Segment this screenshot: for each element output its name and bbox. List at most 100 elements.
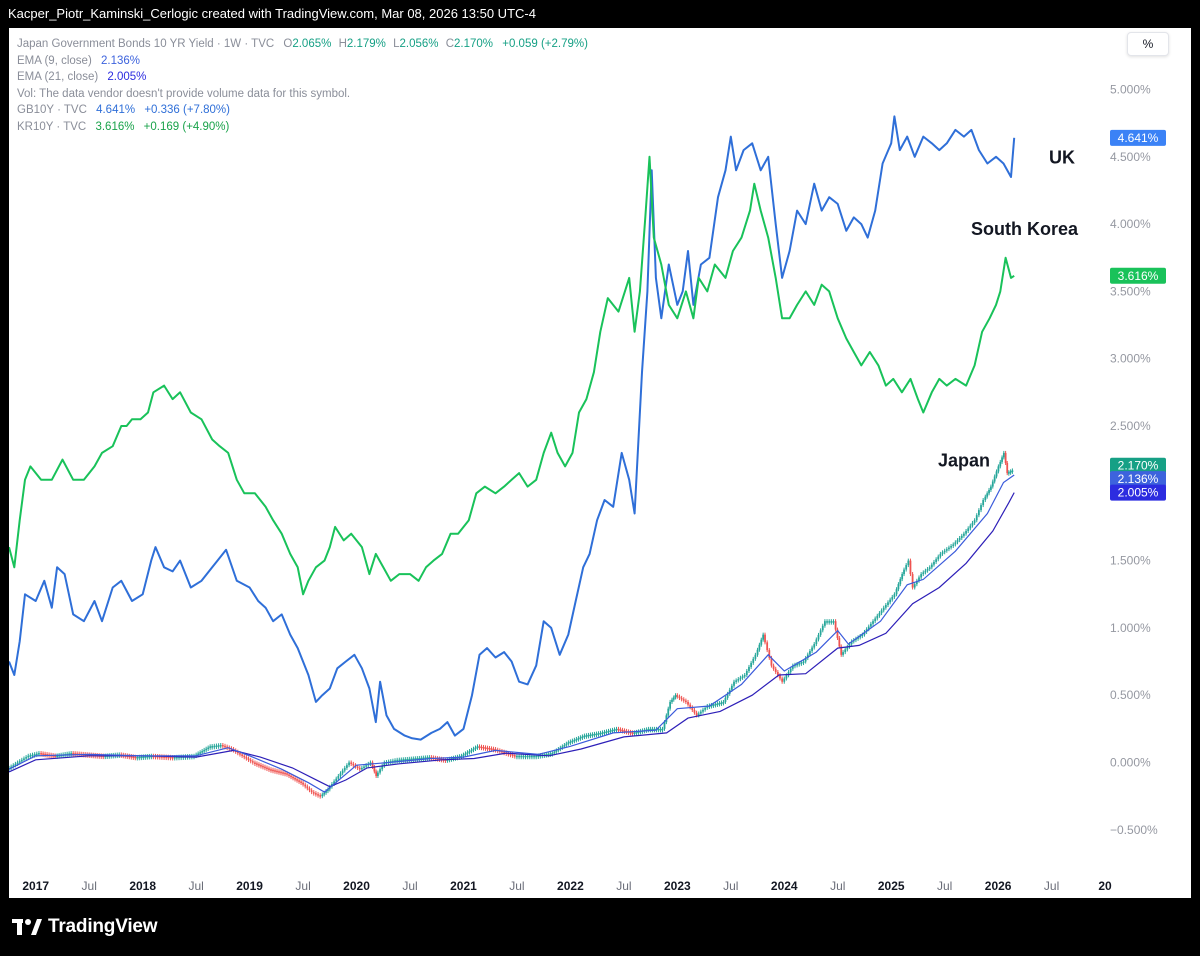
jp-candle: [243, 755, 246, 758]
jp-candle: [1001, 457, 1003, 462]
jp-candle: [46, 754, 48, 756]
jp-candle: [518, 755, 520, 758]
jp-candle: [480, 746, 483, 749]
legend-gb10y-row[interactable]: GB10Y · TVC 4.641% +0.336 (+7.80%): [17, 102, 588, 119]
jp-candle: [714, 703, 717, 706]
x-tick-label: 20: [1098, 879, 1112, 893]
jp-candle: [848, 644, 851, 647]
jp-candle: [779, 675, 781, 679]
jp-candle: [31, 754, 34, 757]
jp-candle: [783, 678, 786, 682]
jp-candle: [950, 546, 952, 548]
jp-candle: [595, 733, 598, 736]
jp-candle: [474, 747, 477, 750]
jp-candle: [689, 704, 692, 708]
jp-candle: [468, 751, 471, 753]
jp-candle: [573, 739, 576, 742]
jp-candle: [631, 732, 634, 734]
jp-candle: [565, 743, 568, 746]
jp-candle: [603, 731, 606, 734]
jp-candle: [296, 779, 298, 781]
jp-candle: [404, 759, 407, 761]
jp-candle: [758, 644, 761, 650]
jp-candle: [903, 569, 905, 575]
percent-scale-button[interactable]: %: [1127, 32, 1169, 56]
y-tick-label: 3.500%: [1110, 284, 1151, 298]
jp-candle: [165, 756, 168, 759]
legend-kr10y-change: +0.169 (+4.90%): [143, 120, 230, 133]
series-line-ema21: [9, 492, 1015, 788]
jp-candle: [304, 784, 307, 787]
jp-candle: [88, 754, 91, 756]
jp-candle: [954, 542, 957, 545]
last-value-label: 3.616%: [1118, 269, 1159, 283]
jp-candle: [697, 713, 700, 716]
jp-candle: [789, 668, 792, 673]
legend-close-value: 2.170%: [454, 38, 494, 50]
jp-candle: [402, 759, 405, 761]
chart-svg[interactable]: 5.000% 4.500% 4.000% 3.500% 3.000% 2.500% 2.00…: [9, 28, 1191, 898]
jp-candle: [828, 621, 831, 623]
jp-candle: [990, 486, 992, 490]
jp-candle: [591, 734, 594, 736]
jp-candle: [266, 767, 268, 770]
legend-ema21-row[interactable]: EMA (21, close) 2.005%: [17, 69, 588, 86]
legend-main-row[interactable]: Japan Government Bonds 10 YR Yield · 1W …: [17, 36, 588, 53]
jp-candle: [667, 708, 670, 716]
jp-candle: [735, 680, 738, 682]
jp-candle: [551, 753, 554, 755]
jp-candle: [40, 753, 42, 755]
jp-candle: [25, 757, 28, 759]
jp-candle: [33, 754, 36, 756]
legend-kr10y-row[interactable]: KR10Y · TVC 3.616% +0.169 (+4.90%): [17, 119, 588, 136]
jp-candle: [815, 639, 818, 645]
jp-candle: [693, 710, 696, 713]
jp-candle: [1006, 463, 1009, 474]
jp-candle: [615, 728, 618, 731]
last-value-label: 4.641%: [1118, 131, 1159, 145]
jp-candle: [895, 589, 898, 595]
jp-candle: [1004, 452, 1007, 464]
jp-candle: [333, 781, 335, 785]
jp-candle: [884, 605, 887, 608]
jp-candle: [629, 731, 632, 734]
jp-candle: [537, 755, 540, 757]
jp-candle: [341, 770, 344, 774]
legend-high-value: 2.179%: [346, 38, 386, 50]
jp-candle: [669, 701, 672, 709]
jp-candle: [163, 756, 165, 758]
jp-candle: [476, 746, 479, 748]
jp-candle: [294, 777, 296, 780]
jp-candle: [633, 732, 636, 734]
last-value-label: 2.136%: [1118, 472, 1159, 486]
tradingview-mark-icon: [12, 919, 42, 935]
legend-volume-note: Vol: The data vendor doesn't provide vol…: [17, 87, 351, 100]
jp-candle: [23, 758, 25, 760]
jp-candle: [617, 728, 620, 731]
jp-candle: [593, 733, 596, 736]
x-tick-label: 2025: [878, 879, 905, 893]
jp-candle: [373, 766, 376, 772]
jp-candle: [346, 765, 348, 768]
jp-candle: [943, 550, 946, 553]
jp-candle: [859, 635, 862, 638]
tradingview-logo[interactable]: TradingView: [12, 916, 158, 938]
jp-candle: [12, 765, 15, 767]
jp-candle: [766, 642, 769, 651]
jp-candle: [501, 751, 503, 753]
jp-candle: [897, 584, 900, 590]
tradingview-logo-text: TradingView: [48, 916, 158, 937]
jp-candle: [488, 748, 491, 750]
jp-candle: [375, 771, 378, 776]
legend-ema9-row[interactable]: EMA (9, close) 2.136%: [17, 53, 588, 70]
jp-candle: [676, 695, 679, 697]
jp-candle: [826, 621, 828, 623]
jp-candle: [365, 765, 368, 767]
last-value-label: 2.170%: [1118, 459, 1159, 473]
jp-candle: [128, 755, 131, 758]
jp-candle: [834, 621, 837, 630]
jp-candle: [671, 699, 673, 702]
chart-panel[interactable]: 5.000% 4.500% 4.000% 3.500% 3.000% 2.500% 2.00…: [9, 28, 1191, 898]
jp-candle: [224, 745, 226, 748]
jp-candle: [653, 728, 656, 731]
